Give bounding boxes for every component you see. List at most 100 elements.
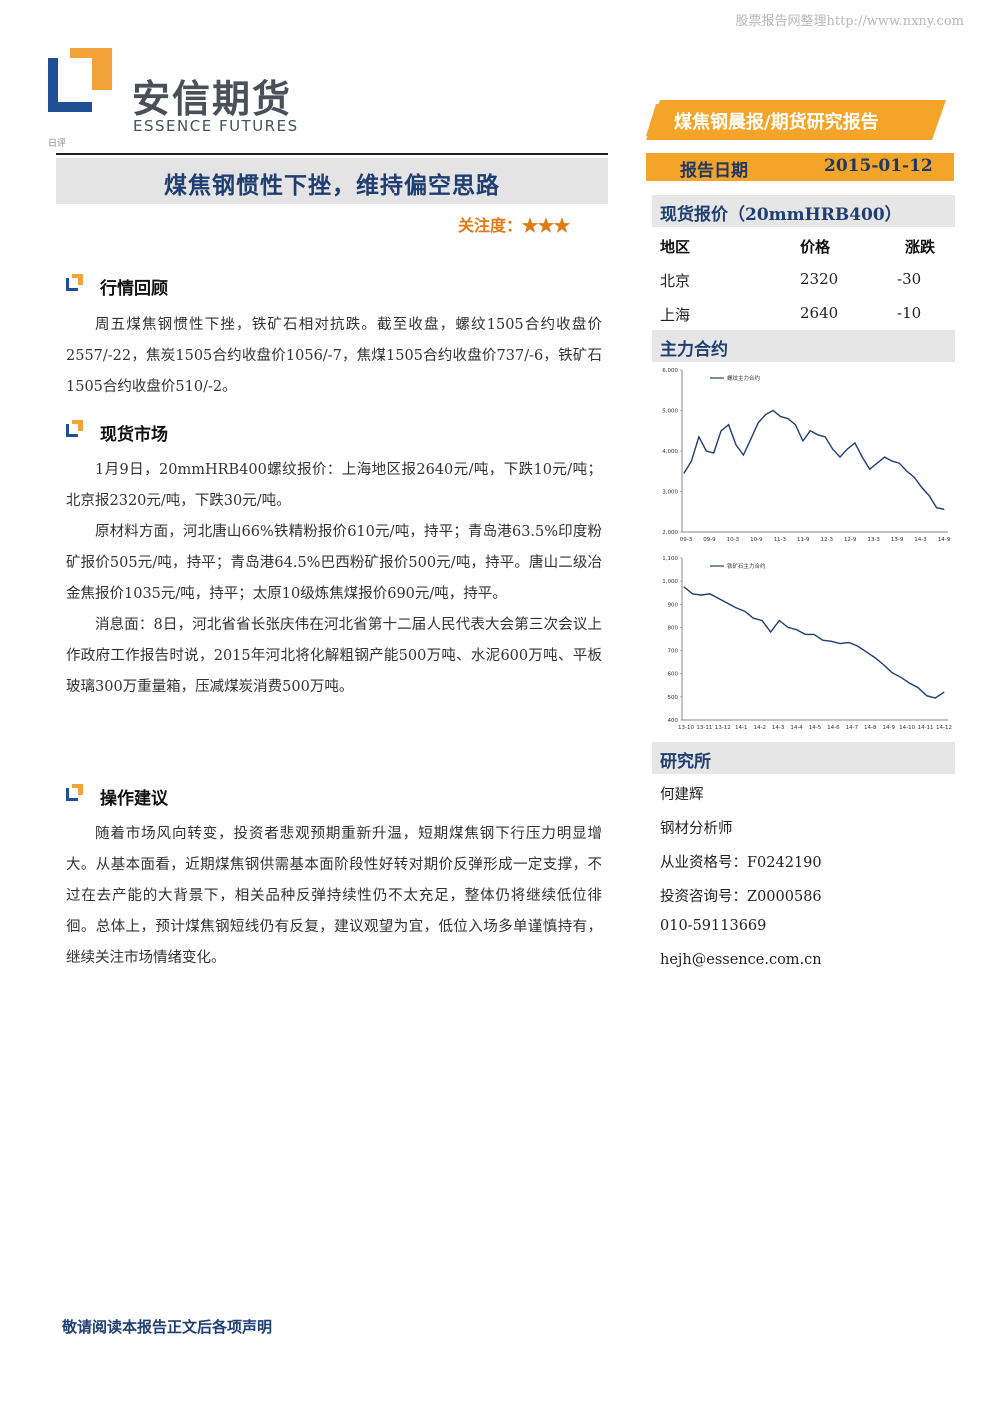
y-tick-label: 3,000	[662, 490, 678, 496]
paragraph: 周五煤焦钢惯性下挫，铁矿石相对抗跌。截至收盘，螺纹1505合约收盘价2557/-…	[66, 317, 602, 395]
data-point	[709, 593, 711, 595]
x-tick-label: 12-9	[844, 537, 857, 543]
data-point	[752, 617, 754, 619]
x-tick-label: 09-3	[680, 537, 693, 543]
data-point	[846, 448, 848, 450]
y-tick-label: 5,000	[662, 409, 678, 415]
data-point	[765, 414, 767, 416]
data-point	[874, 657, 876, 659]
y-tick-label: 1,000	[662, 579, 678, 585]
col-region: 地区	[660, 238, 691, 256]
research-header-text: 研究所	[660, 752, 711, 772]
x-tick-label: 14-3	[772, 725, 785, 731]
data-point	[692, 593, 694, 595]
paragraph: 原材料方面，河北唐山66%铁精粉报价610元/吨，持平；青岛港63.5%印度粉矿…	[66, 524, 602, 602]
paragraph: 1月9日，20mmHRB400螺纹报价：上海地区报2640元/吨，下跌10元/吨…	[66, 462, 602, 509]
report-type-banner: 煤焦钢晨报/期货研究报告	[646, 100, 946, 140]
spot-price-header-text: 现货报价（20mmHRB400）	[660, 205, 902, 225]
data-point	[839, 643, 841, 645]
legend-label: 螺纹主力合约	[727, 374, 761, 382]
data-point	[900, 676, 902, 678]
data-point	[787, 418, 789, 420]
x-tick-label: 11-9	[797, 537, 810, 543]
data-point	[705, 450, 707, 452]
data-point	[728, 424, 730, 426]
data-point	[891, 672, 893, 674]
row-price: 2640	[800, 304, 839, 322]
analyst-email[interactable]: hejh@essence.com.cn	[660, 952, 822, 968]
y-tick-label: 400	[668, 718, 679, 724]
report-type-text: 煤焦钢晨报/期货研究报告	[674, 112, 879, 133]
analyst-title: 钢材分析师	[660, 821, 733, 837]
data-point	[778, 619, 780, 621]
data-point	[690, 460, 692, 462]
data-point	[891, 460, 893, 462]
x-tick-label: 14-9	[882, 725, 895, 731]
data-point	[761, 619, 763, 621]
analyst-consulting: 投资咨询号：Z0000586	[660, 889, 822, 905]
data-point	[796, 629, 798, 631]
section-review-body: 周五煤焦钢惯性下挫，铁矿石相对抗跌。截至收盘，螺纹1505合约收盘价2557/-…	[66, 310, 602, 403]
brand-name-en: ESSENCE FUTURES	[133, 117, 299, 135]
data-point	[926, 695, 928, 697]
x-tick-label: 13-9	[891, 537, 904, 543]
x-tick-label: 14-7	[846, 725, 859, 731]
data-point	[869, 468, 871, 470]
data-point	[822, 639, 824, 641]
attention-label: 关注度：	[458, 216, 523, 235]
y-tick-label: 1,100	[662, 556, 678, 562]
title-band	[56, 158, 608, 204]
research-header: 研究所	[652, 742, 955, 774]
report-title: 煤焦钢惯性下挫，维持偏空思路	[164, 172, 500, 199]
data-point	[780, 416, 782, 418]
x-tick-label: 09-9	[703, 537, 716, 543]
y-tick-label: 6,000	[662, 368, 678, 374]
data-point	[943, 691, 945, 693]
data-point	[804, 633, 806, 635]
data-point	[713, 452, 715, 454]
data-point	[854, 442, 856, 444]
x-tick-label: 10-9	[750, 537, 763, 543]
x-tick-label: 14-3	[914, 537, 927, 543]
data-point	[802, 440, 804, 442]
data-point	[817, 434, 819, 436]
report-date-value: 2015-01-12	[824, 156, 933, 176]
report-date-label: 报告日期	[680, 161, 748, 181]
report-category-mark: 日评	[48, 139, 67, 149]
y-tick-label: 500	[668, 695, 679, 701]
x-tick-label: 14-9	[938, 537, 951, 543]
section-heading-review: 行情回顾	[100, 279, 168, 299]
y-tick-label: 800	[668, 625, 679, 631]
data-point	[735, 607, 737, 609]
analyst-phone: 010-59113669	[660, 918, 767, 934]
banner-shape	[646, 100, 946, 140]
data-point	[683, 472, 685, 474]
data-point	[794, 424, 796, 426]
data-point	[742, 454, 744, 456]
section-heading-advice: 操作建议	[100, 789, 168, 809]
col-price: 价格	[800, 238, 831, 256]
x-tick-label: 14-1	[735, 725, 747, 731]
legend-label: 铁矿石主力合约	[727, 562, 766, 570]
row-change: -30	[897, 270, 922, 288]
x-tick-label: 13-10	[678, 725, 694, 731]
data-point	[735, 444, 737, 446]
watermark: 股票报告网整理http://www.nxny.com	[735, 14, 964, 29]
report-date-bar: 报告日期 2015-01-12	[646, 153, 954, 181]
brand-name-cn: 安信期货	[132, 77, 293, 121]
footer-disclaimer: 敬请阅读本报告正文后各项声明	[62, 1318, 273, 1336]
y-tick-label: 2,000	[662, 530, 678, 536]
series-line	[683, 409, 945, 510]
spot-price-header: 现货报价（20mmHRB400）	[652, 195, 955, 227]
data-point	[813, 633, 815, 635]
data-point	[787, 626, 789, 628]
section-bullet-icon	[66, 420, 83, 437]
data-point	[934, 697, 936, 699]
x-tick-label: 12-3	[820, 537, 833, 543]
data-point	[908, 682, 910, 684]
data-point	[865, 651, 867, 653]
paragraph: 随着市场风向转变，投资者悲观预期重新升温，短期煤焦钢下行压力明显增大。从基本面看…	[66, 826, 602, 966]
x-tick-label: 13-3	[867, 537, 880, 543]
data-point	[882, 663, 884, 665]
row-region: 北京	[660, 272, 691, 290]
